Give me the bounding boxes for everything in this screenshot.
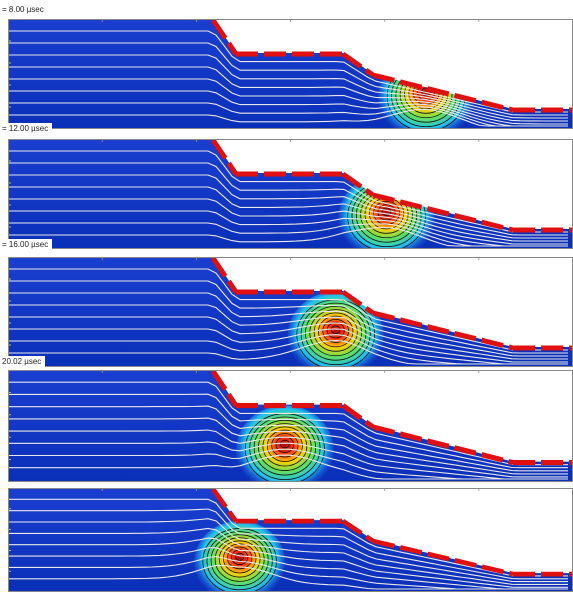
isotherm-contour [318, 315, 354, 348]
streamline [8, 226, 568, 247]
streamline [8, 429, 568, 478]
streamline [8, 441, 568, 480]
isotherm-contour [218, 540, 261, 578]
thermal-bubble [194, 520, 286, 592]
time-label-1: = 8.00 µsec [0, 4, 48, 15]
heated-wall-segment [210, 19, 573, 113]
streamline [8, 30, 568, 113]
streamline [8, 280, 568, 354]
streamline [8, 508, 568, 580]
streamline [8, 454, 568, 480]
heated-wall-segment [210, 370, 573, 466]
streamline [8, 417, 568, 475]
streamline [8, 90, 568, 127]
streamline [8, 537, 568, 588]
streamline [8, 54, 568, 119]
time-label-3: = 16.00 µsec [0, 239, 53, 250]
streamline [8, 42, 568, 116]
streamline [8, 527, 568, 585]
streamline [8, 393, 568, 469]
frame-panel-1 [8, 19, 573, 129]
isotherm-contour [313, 312, 358, 352]
streamline [8, 174, 568, 239]
frame-panel-2 [8, 139, 573, 249]
bottom-strip [0, 592, 573, 605]
solid-wall [8, 19, 573, 109]
field-plot-2 [8, 139, 573, 249]
streamline [8, 198, 568, 245]
field-plot-4 [8, 370, 573, 482]
streamline [8, 316, 568, 363]
streamline [8, 268, 568, 351]
streamline [8, 210, 568, 247]
solid-wall [8, 488, 573, 574]
heated-wall-segment [211, 488, 573, 577]
isotherm-contour [271, 433, 299, 458]
isotherm-contour [266, 429, 303, 462]
solid-wall [8, 370, 573, 462]
frame-panel-4 [8, 370, 573, 482]
streamline [8, 547, 568, 590]
streamline [8, 102, 568, 127]
streamline [8, 304, 568, 360]
isotherm-contour [262, 426, 308, 467]
isotherm-contour [235, 552, 245, 561]
streamline [8, 340, 568, 365]
streamline [8, 518, 568, 583]
streamline [8, 405, 568, 472]
solid-wall [8, 257, 573, 347]
heated-wall-segment [210, 139, 573, 233]
field-plot-1 [8, 19, 573, 129]
streamline [8, 186, 568, 242]
streamline [8, 381, 568, 466]
streamline [8, 108, 568, 127]
frame-panel-5 [8, 488, 573, 592]
streamline [8, 78, 568, 125]
streamline [8, 66, 568, 122]
streamline [8, 292, 568, 357]
streamline [8, 498, 568, 577]
heated-wall-segment [210, 257, 573, 351]
streamline [8, 162, 568, 236]
time-label-4: 20.02 µsec [0, 356, 46, 367]
frame-panel-3 [8, 257, 573, 367]
streamline [8, 328, 568, 365]
time-label-2: = 12.00 µsec [0, 123, 53, 134]
isotherm-contour [226, 546, 253, 570]
field-plot-5 [8, 488, 573, 592]
solid-wall [8, 139, 573, 229]
isotherm-contour [280, 439, 290, 449]
streamline [8, 150, 568, 233]
field-plot-3 [8, 257, 573, 367]
streamline [8, 564, 568, 590]
